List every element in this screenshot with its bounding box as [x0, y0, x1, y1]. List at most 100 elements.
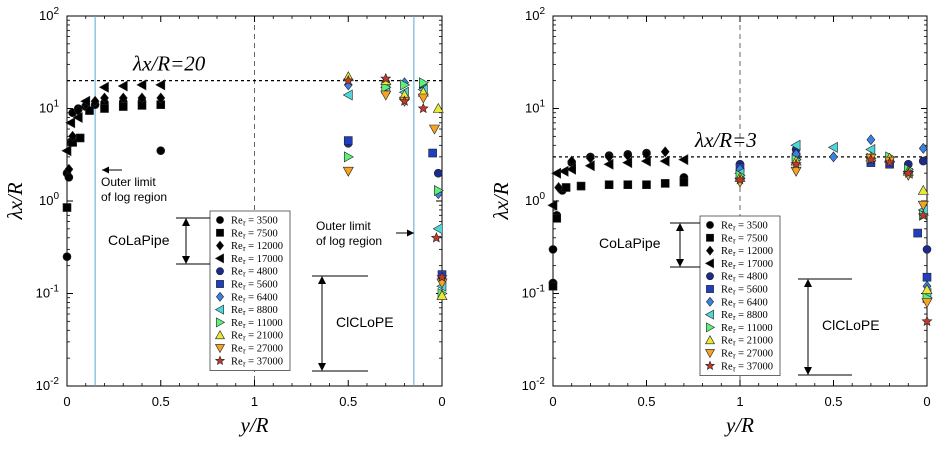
group-label: ClCLoPE — [336, 314, 394, 330]
data-point — [400, 79, 411, 91]
legend-marker — [214, 355, 226, 366]
series-tri-up — [342, 71, 448, 300]
x-tick-label: 0 — [63, 394, 70, 409]
data-point — [566, 163, 577, 175]
legend-marker — [706, 322, 716, 333]
series-tri-down — [342, 90, 448, 289]
data-point — [584, 160, 595, 172]
data-point — [921, 298, 933, 309]
data-point — [679, 177, 689, 187]
y-tick-label: 10-1 — [36, 284, 60, 301]
legend-label: Reτ = 7500 — [721, 233, 768, 245]
bracket-arrowhead — [676, 223, 684, 231]
legend-marker — [706, 272, 714, 281]
bracket-arrowhead — [676, 259, 684, 267]
legend-label: Reτ = 5600 — [721, 285, 768, 297]
y-tick-label: 10-2 — [522, 376, 546, 393]
legend-marker — [706, 245, 714, 256]
data-point — [576, 181, 586, 191]
series-tri-left — [61, 79, 166, 157]
series-star — [342, 72, 448, 282]
data-point — [430, 232, 442, 243]
bracket-arrowhead — [318, 363, 326, 371]
data-point — [884, 156, 896, 168]
data-point — [380, 90, 392, 101]
data-point — [660, 146, 670, 158]
y-tick-label: 100 — [525, 191, 545, 208]
left-panel: 10-2 10-1 100 101 102 0 0.5 1 0.5 0 y/R λx/R λx/R=20… — [3, 6, 448, 437]
data-point — [642, 180, 651, 190]
y-tick-label: 101 — [39, 99, 59, 116]
data-point — [80, 95, 91, 107]
legend-marker — [214, 330, 226, 340]
data-point — [72, 111, 83, 124]
legend-label: Reτ = 27000 — [231, 344, 283, 356]
data-point — [865, 143, 876, 156]
data-point — [380, 72, 392, 84]
bracket-arrowhead — [318, 276, 326, 284]
data-point — [604, 180, 614, 190]
data-point — [554, 182, 563, 193]
x-tick-label: 1 — [736, 394, 743, 409]
legend-label: Reτ = 27000 — [721, 349, 773, 361]
bracket-arrowhead — [182, 256, 190, 264]
legend-label: Reτ = 8800 — [721, 310, 768, 322]
reference-line-label: λx/R=20 — [132, 52, 206, 76]
x-tick-label: 0.5 — [637, 394, 655, 409]
data-point — [98, 81, 109, 93]
legend-label: Reτ = 12000 — [721, 246, 773, 258]
y-tick-label: 100 — [39, 191, 59, 208]
legend-label: Reτ = 4800 — [721, 272, 768, 284]
data-point — [921, 315, 933, 327]
legend-marker — [216, 216, 224, 224]
y-tick-label: 10-2 — [36, 376, 60, 393]
data-point — [436, 271, 448, 282]
data-point — [136, 79, 147, 91]
data-point — [417, 93, 429, 104]
legend-marker — [216, 317, 226, 328]
data-point — [137, 92, 147, 104]
x-axis-label: y/R — [724, 413, 754, 437]
data-point — [917, 184, 929, 195]
data-point — [921, 284, 933, 295]
y-tick-label: 102 — [39, 6, 59, 23]
legend-marker — [704, 258, 714, 269]
data-point — [118, 102, 128, 111]
data-point — [790, 158, 802, 169]
data-point — [913, 228, 922, 238]
legend-label: Reτ = 37000 — [721, 361, 773, 373]
outer-limit-label: Outer limit of log region — [101, 175, 167, 204]
y-axis-label: λx/R — [3, 182, 27, 220]
reference-line-label: λx/R=3 — [694, 128, 757, 152]
data-point — [156, 146, 166, 155]
data-point — [917, 209, 929, 221]
data-point — [62, 252, 72, 261]
legend-marker — [214, 344, 226, 354]
data-point — [790, 139, 801, 151]
group-bracket — [312, 275, 368, 372]
legend-box — [699, 215, 781, 377]
data-point — [902, 167, 914, 178]
legend-marker — [706, 221, 714, 229]
data-point — [398, 95, 411, 106]
data-point — [343, 136, 353, 145]
legend-label: Reτ = 11000 — [721, 323, 773, 335]
series-star — [734, 153, 933, 327]
legend-marker — [706, 285, 714, 293]
legend-label: Reτ = 21000 — [231, 331, 283, 343]
legend-marker — [704, 309, 714, 320]
data-point — [156, 92, 166, 104]
legend-label: Reτ = 4800 — [231, 267, 278, 279]
legend-label: Reτ = 7500 — [231, 228, 278, 240]
data-point — [75, 133, 85, 143]
legend-label: Reτ = 37000 — [231, 356, 283, 368]
data-point — [64, 163, 74, 175]
data-point — [622, 157, 633, 169]
data-point — [865, 153, 877, 165]
legend-box — [209, 210, 291, 372]
data-point — [922, 272, 932, 282]
data-point — [432, 102, 444, 113]
data-point — [603, 158, 614, 170]
series-square — [62, 100, 166, 212]
data-point — [561, 183, 571, 192]
